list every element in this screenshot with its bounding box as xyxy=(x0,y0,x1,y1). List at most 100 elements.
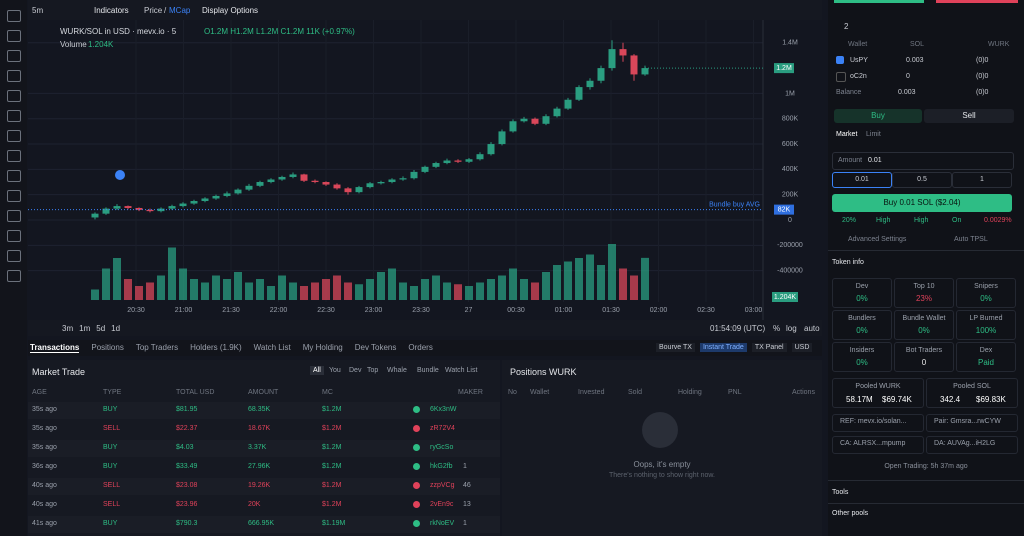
tool-icon[interactable] xyxy=(7,90,21,102)
percent[interactable]: % xyxy=(773,324,781,333)
pool-label: Pooled WURK xyxy=(855,383,901,390)
volume-bar xyxy=(234,272,242,300)
tab[interactable]: Transactions xyxy=(30,343,80,353)
tool-icon[interactable] xyxy=(7,210,21,222)
info-label: Dev xyxy=(855,283,869,290)
filter[interactable]: Dev xyxy=(349,367,362,374)
range[interactable]: 5d xyxy=(96,324,106,333)
token-info-title[interactable]: Token info xyxy=(832,259,864,266)
tools[interactable]: Tools xyxy=(832,489,849,496)
wallet-count[interactable]: 2 xyxy=(844,22,849,31)
other-pools[interactable]: Other pools xyxy=(832,510,869,517)
range[interactable]: 1m xyxy=(79,324,91,333)
tool-icon[interactable] xyxy=(7,170,21,182)
preset[interactable]: 0.01 xyxy=(832,172,892,188)
column-header: Invested xyxy=(578,389,605,396)
volume-bar xyxy=(498,275,506,300)
volume-bar xyxy=(377,272,385,300)
tool-icon[interactable] xyxy=(7,130,21,142)
tool-icon[interactable] xyxy=(7,270,21,282)
tab[interactable]: Dev Tokens xyxy=(354,343,397,352)
balance-sol: 0.003 xyxy=(898,89,916,96)
maker[interactable]: zR72V4 xyxy=(430,425,455,432)
order-mode[interactable]: Market xyxy=(836,131,858,138)
candle-body xyxy=(410,171,418,179)
tool-icon[interactable] xyxy=(7,10,21,22)
buy-button[interactable]: Buy 0.01 SOL ($2.04) xyxy=(832,194,1012,212)
filter[interactable]: All xyxy=(310,366,324,375)
sell-tab[interactable]: Sell xyxy=(924,109,1014,123)
filter[interactable]: Whale xyxy=(387,367,407,374)
price-toggle[interactable]: Price xyxy=(144,6,163,15)
range[interactable]: 1d xyxy=(111,324,121,333)
token-link[interactable]: Pair: Gmsra...rwCYW xyxy=(934,418,1001,425)
interval[interactable]: 5m xyxy=(32,6,44,15)
filter[interactable]: Watch List xyxy=(445,367,478,374)
volume-bar xyxy=(553,265,561,300)
info-box xyxy=(832,342,892,372)
filter[interactable]: Bundle xyxy=(417,367,439,374)
order-mode[interactable]: Limit xyxy=(866,131,881,138)
tab-action[interactable]: Bourve TX xyxy=(656,343,695,352)
range[interactable]: 3m xyxy=(62,324,74,333)
maker[interactable]: ryGcSo xyxy=(430,444,454,451)
filter[interactable]: You xyxy=(329,367,341,374)
amount-value[interactable]: 0.01 xyxy=(868,157,882,164)
tool-icon[interactable] xyxy=(7,50,21,62)
info-label: Bot Traders xyxy=(905,347,943,354)
display-options[interactable]: Display Options xyxy=(202,6,259,15)
tab[interactable]: Top Traders xyxy=(135,343,179,352)
filter[interactable]: Top xyxy=(367,367,379,374)
tab[interactable]: Holders (1.9K) xyxy=(190,343,242,352)
token-link[interactable]: REF: mevx.io/solan... xyxy=(840,418,907,425)
mcap-toggle[interactable]: MCap xyxy=(169,6,191,15)
x-tick-label: 27 xyxy=(465,307,473,314)
cell-total: $790.3 xyxy=(176,520,198,527)
wallet-check[interactable] xyxy=(836,56,844,64)
volume-bar xyxy=(487,279,495,300)
volume-bar xyxy=(630,275,638,300)
tool-icon[interactable] xyxy=(7,70,21,82)
token-link[interactable]: CA: ALRSX...mpump xyxy=(840,440,906,447)
cell-amount: 18.67K xyxy=(248,425,271,432)
auto-tpsl[interactable]: Auto TPSL xyxy=(954,236,988,243)
tool-icon[interactable] xyxy=(7,230,21,242)
advanced-settings[interactable]: Advanced Settings xyxy=(848,236,907,243)
tab-action[interactable]: USD xyxy=(791,343,813,352)
cell-age: 35s ago xyxy=(32,406,57,413)
maker[interactable]: rkNoEV xyxy=(430,520,455,527)
volume-bar xyxy=(454,284,462,300)
tool-icon[interactable] xyxy=(7,150,21,162)
tool-icon[interactable] xyxy=(7,30,21,42)
maker[interactable]: 2vEn9c xyxy=(430,501,454,508)
log[interactable]: log xyxy=(786,324,797,333)
volume-bar xyxy=(355,284,363,300)
wallet-check[interactable] xyxy=(836,72,846,82)
tab-action[interactable]: TX Panel xyxy=(751,343,787,352)
maker[interactable]: hkG2fb xyxy=(430,463,453,470)
tab[interactable]: Orders xyxy=(408,343,433,352)
preset[interactable]: 0.5 xyxy=(892,172,952,188)
auto[interactable]: auto xyxy=(804,324,820,333)
token-link[interactable]: DA: AUVAg...iH2LG xyxy=(934,440,996,447)
candle-body xyxy=(201,198,209,202)
tool-icon[interactable] xyxy=(7,250,21,262)
tool-icon[interactable] xyxy=(7,110,21,122)
tab[interactable]: My Holding xyxy=(302,343,343,352)
maker[interactable]: zzpVCg xyxy=(430,482,455,489)
cell-mc: $1.19M xyxy=(322,520,346,527)
candle-body xyxy=(388,179,396,183)
tab[interactable]: Watch List xyxy=(253,343,291,352)
amount-box[interactable] xyxy=(832,152,1014,170)
indicators[interactable]: Indicators xyxy=(94,6,129,15)
tab-action[interactable]: Instant Trade xyxy=(699,343,747,352)
maker-icon xyxy=(413,520,420,527)
buy-tab[interactable]: Buy xyxy=(834,109,922,123)
tab[interactable]: Positions xyxy=(91,343,124,352)
candle-body xyxy=(454,160,462,162)
y-tick-label: -400000 xyxy=(777,267,803,274)
preset[interactable]: 1 xyxy=(952,172,1012,188)
tool-icon[interactable] xyxy=(7,190,21,202)
maker[interactable]: 6Kx3nW xyxy=(430,406,457,413)
info-label: LP Burned xyxy=(969,315,1003,322)
